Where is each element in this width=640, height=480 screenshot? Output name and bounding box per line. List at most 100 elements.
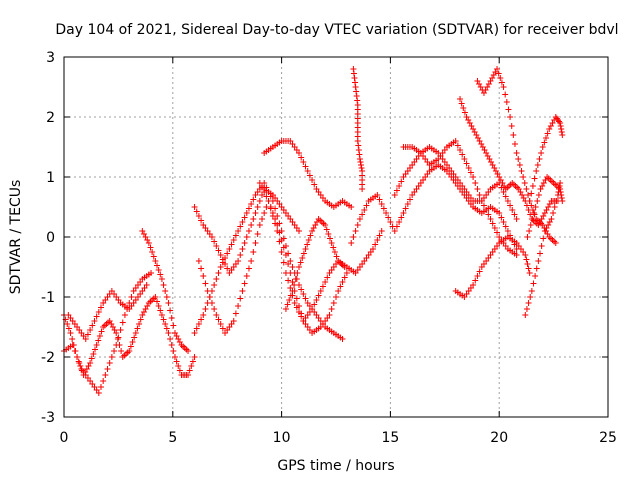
data-point — [189, 358, 196, 365]
data-point — [302, 163, 309, 170]
data-point — [217, 264, 224, 270]
data-point — [557, 186, 564, 192]
data-point — [335, 288, 342, 294]
data-point — [287, 258, 294, 264]
data-point — [241, 280, 248, 287]
data-point — [353, 93, 360, 99]
data-point — [163, 325, 170, 332]
data-point — [245, 265, 252, 272]
data-point — [548, 216, 555, 222]
data-point — [526, 198, 533, 204]
data-point — [276, 238, 283, 245]
data-point — [322, 222, 329, 228]
data-point — [118, 348, 125, 354]
data-point — [134, 325, 141, 332]
data-point — [359, 186, 366, 192]
data-point — [160, 282, 167, 288]
data-point — [287, 292, 294, 299]
data-point — [558, 195, 565, 201]
data-point — [497, 75, 504, 81]
data-point — [300, 291, 307, 297]
data-point — [176, 367, 183, 374]
data-point — [158, 276, 165, 282]
data-point — [98, 328, 105, 335]
data-point — [557, 189, 564, 195]
x-tick-label: 10 — [273, 430, 291, 446]
data-point — [529, 183, 536, 189]
data-point — [82, 336, 89, 342]
data-point — [263, 193, 270, 200]
data-point — [558, 192, 565, 198]
data-point — [155, 303, 162, 309]
data-point — [307, 232, 314, 239]
data-point — [237, 295, 244, 302]
data-point — [535, 258, 542, 264]
data-point — [291, 300, 298, 306]
data-point — [524, 261, 531, 267]
data-point — [235, 228, 242, 234]
data-point — [533, 168, 540, 174]
data-point — [154, 262, 161, 269]
data-point — [528, 190, 535, 197]
data-point — [193, 325, 200, 332]
data-point — [90, 351, 97, 357]
data-point — [248, 258, 255, 264]
data-point — [198, 265, 205, 272]
data-point — [171, 354, 178, 360]
data-point — [165, 330, 172, 336]
data-point — [173, 358, 180, 365]
data-point — [254, 231, 261, 237]
data-point — [356, 216, 363, 222]
data-point — [300, 159, 307, 165]
data-point — [539, 144, 546, 150]
data-point — [241, 240, 248, 246]
data-point — [291, 282, 298, 288]
data-point — [391, 192, 398, 198]
data-point — [302, 295, 309, 302]
data-point — [472, 180, 479, 186]
data-point — [222, 255, 229, 261]
data-point — [284, 301, 291, 308]
data-point — [299, 255, 306, 261]
data-point — [356, 151, 363, 158]
data-point — [228, 241, 235, 248]
data-point — [536, 156, 543, 162]
x-tick-label: 5 — [168, 430, 177, 446]
data-point — [69, 336, 76, 342]
data-point — [152, 258, 159, 264]
data-point — [343, 270, 350, 276]
data-point — [158, 312, 165, 318]
data-point — [97, 304, 104, 311]
data-point — [211, 282, 218, 288]
data-point — [137, 316, 144, 323]
data-point — [230, 237, 237, 243]
data-point — [293, 304, 300, 311]
data-point — [102, 372, 109, 378]
data-point — [191, 330, 198, 336]
data-point — [502, 223, 509, 230]
data-point — [522, 252, 529, 258]
data-point — [331, 249, 338, 255]
data-point — [508, 123, 515, 129]
data-point — [84, 331, 91, 338]
x-tick-label: 20 — [490, 430, 508, 446]
data-point — [339, 336, 346, 342]
data-point — [185, 372, 192, 378]
data-point — [494, 66, 501, 72]
data-point — [302, 246, 309, 252]
data-point — [369, 246, 376, 252]
data-point — [319, 283, 326, 290]
data-point — [396, 183, 403, 189]
data-point — [148, 270, 155, 276]
data-point — [496, 210, 503, 216]
data-point — [376, 232, 383, 239]
data-point — [200, 312, 207, 318]
data-point — [106, 360, 113, 366]
data-point — [476, 192, 483, 198]
data-point — [356, 156, 363, 162]
x-axis-label: GPS time / hours — [277, 458, 394, 474]
data-point — [322, 279, 329, 285]
data-point — [245, 205, 252, 212]
data-point — [359, 211, 366, 218]
data-point — [239, 219, 246, 225]
